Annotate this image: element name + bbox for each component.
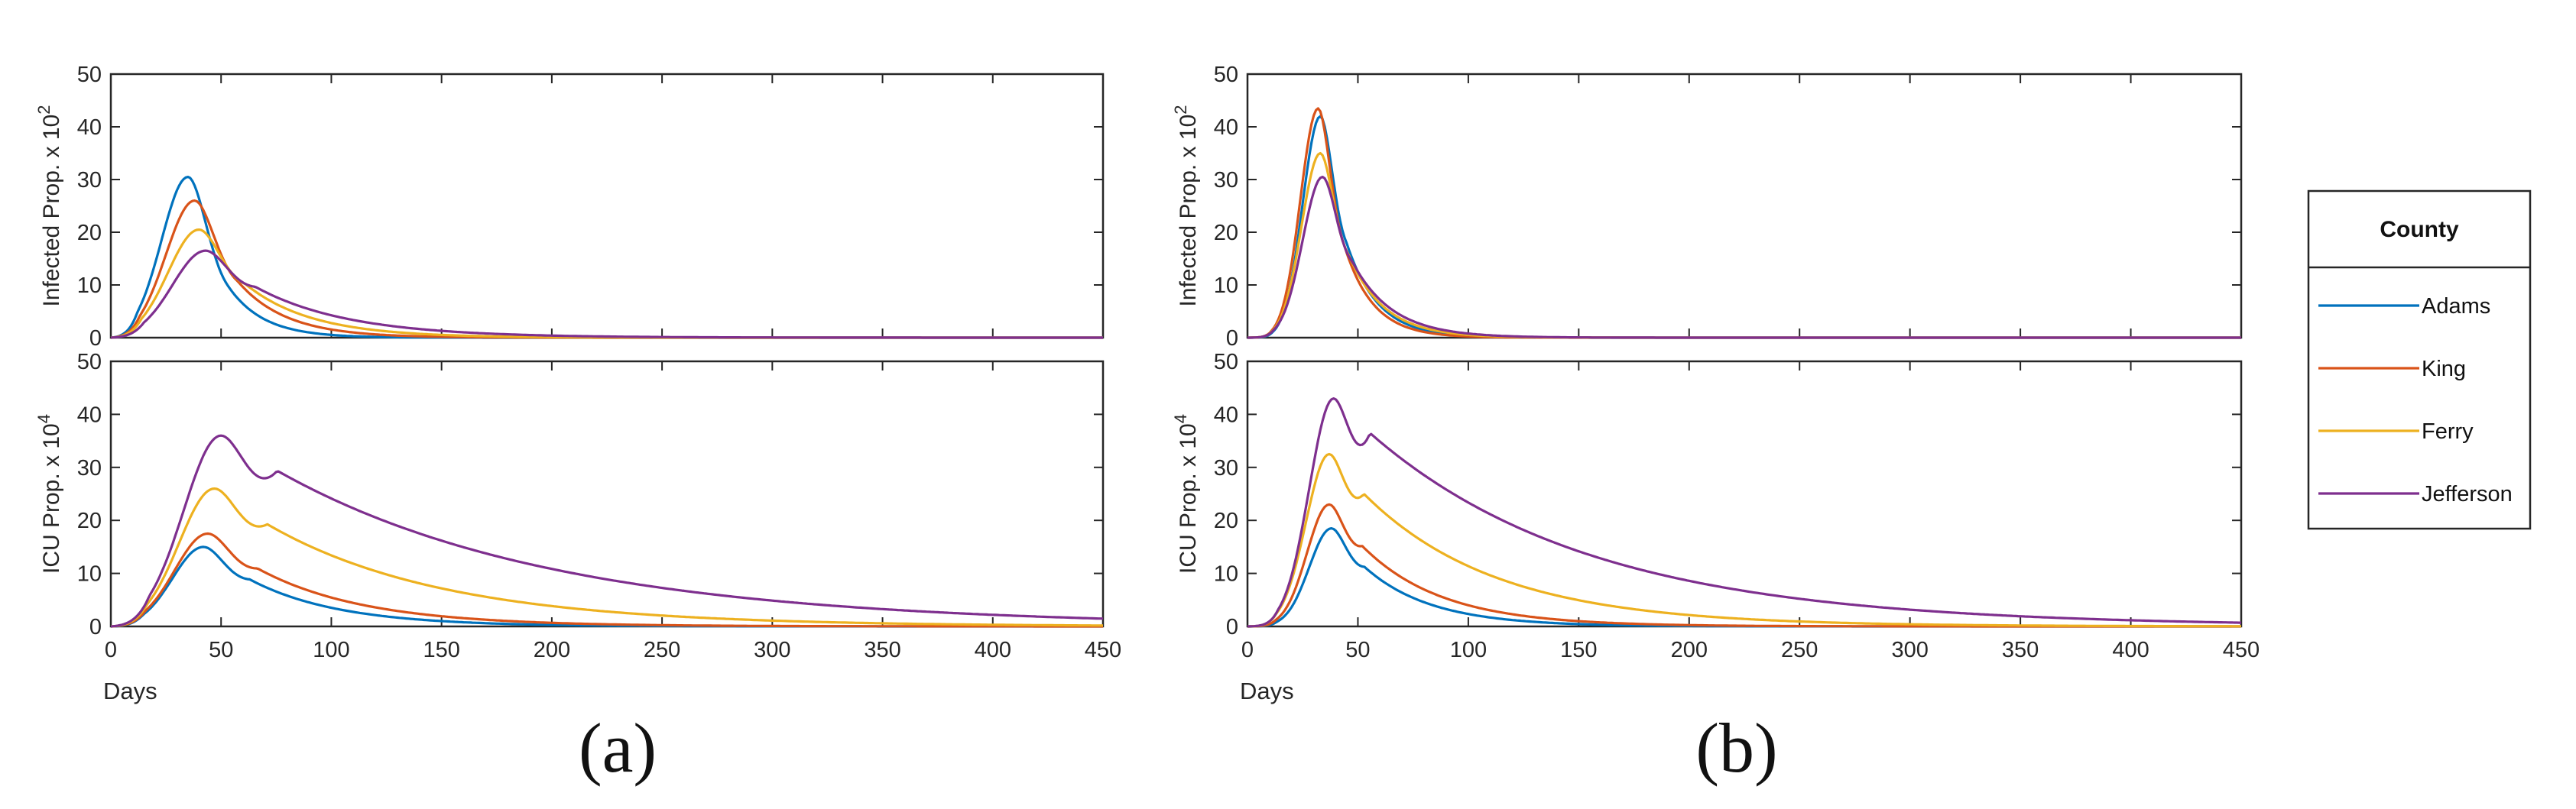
y-tick-label: 30: [77, 168, 102, 193]
series-line-ferry: [1247, 452, 2241, 628]
y-axis-label-text: Infected Prop. x 10: [1176, 115, 1201, 307]
x-tick-label: 350: [864, 638, 900, 662]
y-tick-label: 0: [1226, 615, 1238, 639]
y-axis-label-exponent: 4: [34, 414, 54, 423]
legend-label-adams: Adams: [2422, 294, 2490, 319]
y-tick-label: 50: [77, 63, 102, 87]
x-tick-label: 350: [2002, 638, 2039, 662]
x-tick-label: 150: [1560, 638, 1597, 662]
x-tick-label: 400: [975, 638, 1011, 662]
y-tick-label: 50: [77, 350, 102, 374]
y-axis-label-exponent: 2: [34, 105, 54, 114]
x-tick-label: 50: [209, 638, 233, 662]
y-tick-label: 10: [1214, 562, 1238, 587]
series-line-jefferson: [1247, 397, 2241, 628]
y-tick-label: 30: [77, 456, 102, 481]
y-axis-label-text: Infected Prop. x 10: [39, 115, 64, 307]
series-line-jefferson: [110, 434, 1104, 628]
x-tick-label: 300: [1891, 638, 1928, 662]
x-axis-label: Days: [103, 678, 157, 704]
x-tick-label: 300: [754, 638, 790, 662]
y-tick-label: 40: [77, 403, 102, 427]
x-tick-label: 150: [423, 638, 459, 662]
y-tick-label: 40: [1214, 115, 1238, 140]
y-tick-label: 40: [77, 115, 102, 140]
axes-a-top: 0 10 20 30 40 50 Infected Prop. x 102: [34, 63, 1105, 351]
plot-frame: [109, 360, 1105, 628]
y-axis-label-text: ICU Prop. x 10: [1176, 423, 1201, 574]
y-axis-label-exponent: 2: [1171, 105, 1190, 114]
x-tick-label: 100: [1450, 638, 1487, 662]
legend-label-ferry: Ferry: [2422, 419, 2474, 444]
x-tick-label: 50: [1345, 638, 1370, 662]
y-tick-label: 10: [77, 562, 102, 587]
y-tick-label: 0: [89, 326, 102, 351]
x-tick-label: 0: [1241, 638, 1254, 662]
plot-frame: [1246, 360, 2243, 628]
y-tick-label: 10: [77, 273, 102, 298]
caption-b: (b): [1695, 709, 1777, 787]
series-line-jefferson: [1247, 176, 2241, 339]
legend-title: County: [2380, 217, 2459, 242]
x-tick-label: 250: [1781, 638, 1818, 662]
x-tick-label: 200: [534, 638, 570, 662]
y-tick-label: 40: [1214, 403, 1238, 427]
x-tick-label: 400: [2112, 638, 2149, 662]
y-tick-label: 0: [1226, 326, 1238, 351]
plot-frame: [109, 73, 1105, 339]
y-tick-label: 30: [1214, 168, 1238, 193]
y-tick-label: 20: [77, 221, 102, 245]
axes-b-top: 0 10 20 30 40 50 Infected Prop. x 102: [1171, 63, 2243, 351]
y-axis-label: ICU Prop. x 104: [1171, 414, 1201, 574]
y-tick-label: 50: [1214, 350, 1238, 374]
y-tick-label: 50: [1214, 63, 1238, 87]
x-tick-label: 200: [1671, 638, 1708, 662]
series-line-jefferson: [110, 249, 1103, 339]
x-tick-label: 100: [313, 638, 349, 662]
y-axis-label-exponent: 4: [1171, 414, 1190, 423]
caption-a: (a): [579, 709, 657, 787]
y-tick-label: 0: [89, 615, 102, 639]
x-tick-label: 450: [1085, 638, 1121, 662]
y-tick-label: 20: [77, 509, 102, 533]
y-axis-label: Infected Prop. x 102: [1171, 105, 1201, 306]
legend-label-king: King: [2422, 357, 2466, 381]
y-axis-label-text: ICU Prop. x 10: [39, 423, 64, 574]
series-line-ferry: [110, 487, 1103, 628]
y-axis-label: ICU Prop. x 104: [34, 414, 64, 574]
y-tick-label: 20: [1214, 221, 1238, 245]
axes-b-bottom: 0 10 20 30 40 50 0 50 100 150 200 250 300 350 400 450 IC…: [1171, 350, 2260, 704]
axes-a-bottom: 0 10 20 30 40 50 0 50 100 150 200 250 300 350 400 450 IC…: [34, 350, 1121, 704]
legend-label-jefferson: Jefferson: [2422, 482, 2513, 506]
plot-frame: [1246, 73, 2243, 339]
x-tick-label: 250: [644, 638, 680, 662]
y-tick-label: 30: [1214, 456, 1238, 481]
legend-box: [2307, 189, 2532, 530]
x-axis-label: Days: [1240, 678, 1294, 704]
y-tick-label: 20: [1214, 509, 1238, 533]
legend: County Adams King Ferry Jefferson: [2307, 189, 2532, 530]
series-line-king: [110, 532, 1103, 628]
x-tick-label: 450: [2223, 638, 2260, 662]
y-axis-label: Infected Prop. x 102: [34, 105, 64, 306]
x-tick-label: 0: [105, 638, 117, 662]
y-tick-label: 10: [1214, 273, 1238, 298]
